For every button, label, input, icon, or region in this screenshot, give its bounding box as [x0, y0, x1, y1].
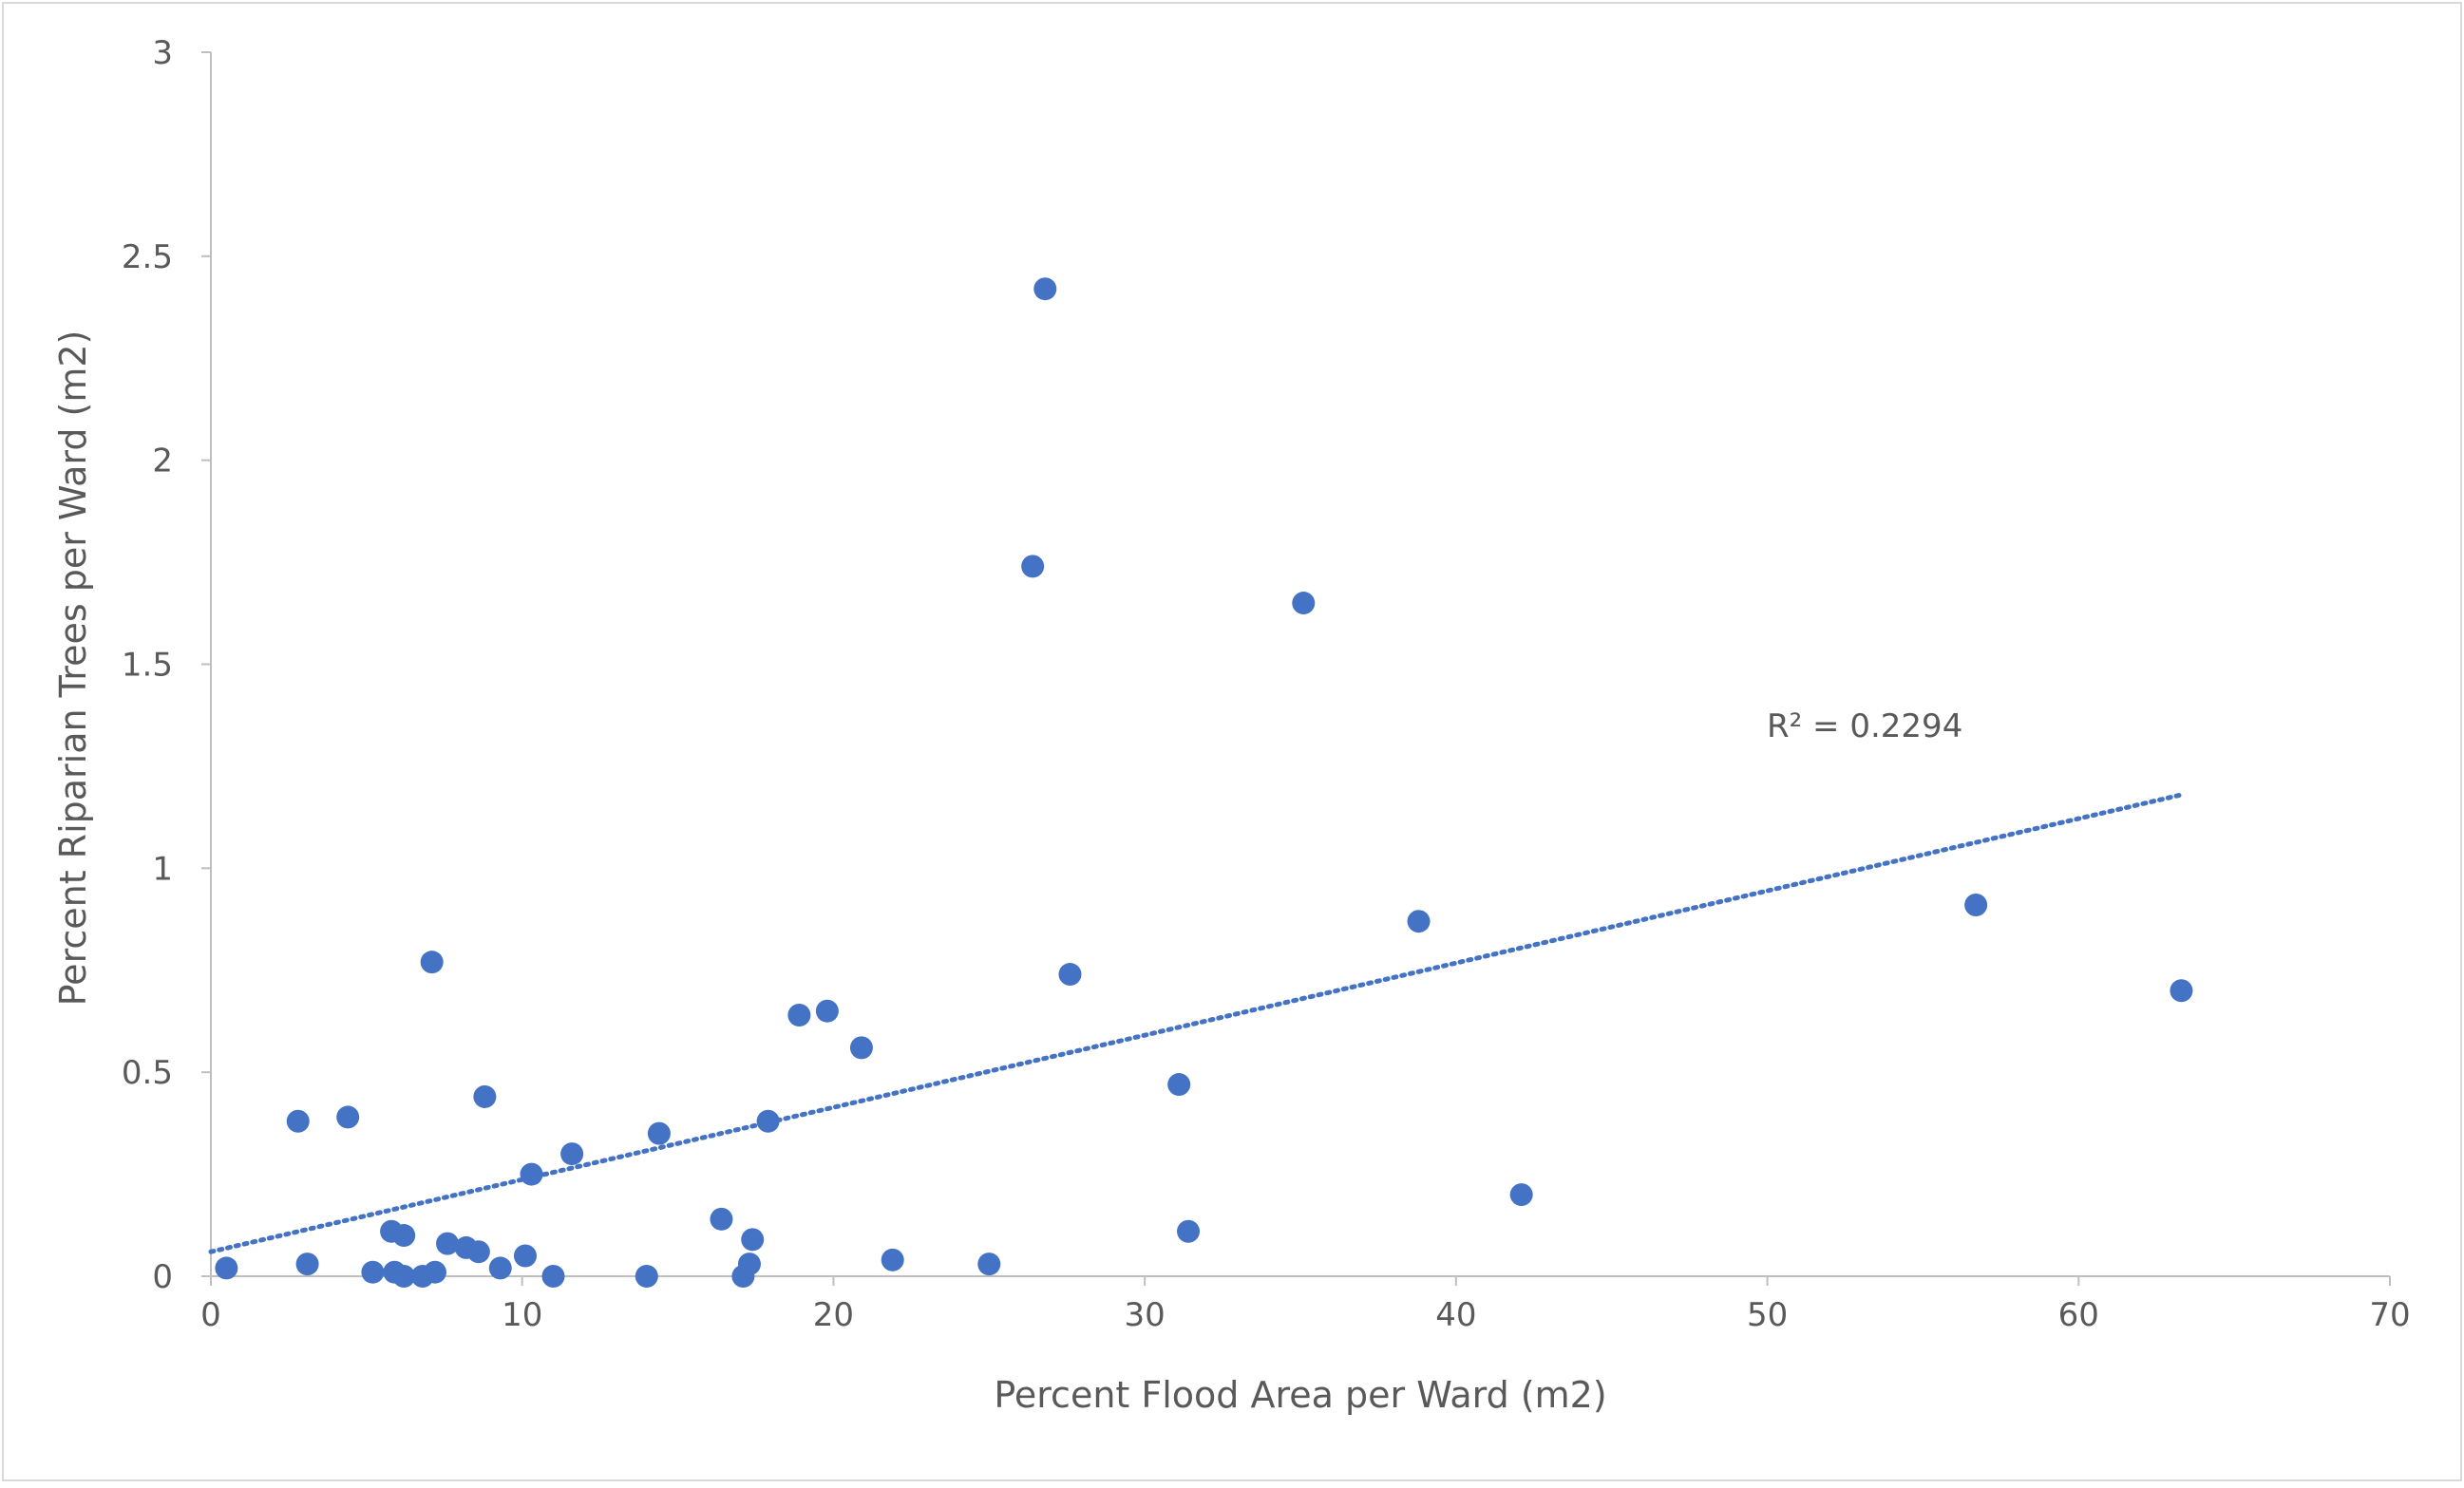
- y-axis-title: Percent Riparian Trees per Ward (m2): [52, 330, 94, 1007]
- scatter-point: [520, 1162, 543, 1186]
- axes: [201, 51, 2391, 1286]
- x-tick-label: 40: [1435, 1296, 1476, 1334]
- scatter-point: [286, 1109, 310, 1133]
- scatter-point: [336, 1105, 360, 1129]
- scatter-point: [560, 1142, 584, 1166]
- scatter-point: [392, 1224, 416, 1248]
- x-tick-label: 20: [813, 1296, 854, 1334]
- y-tick-label: 3: [152, 34, 173, 72]
- r-squared-annotation: R² = 0.2294: [1767, 707, 1962, 745]
- scatter-point: [881, 1248, 904, 1271]
- x-tick-label: 0: [200, 1296, 221, 1334]
- y-tick-label: 2: [152, 443, 173, 480]
- x-tick-label: 30: [1125, 1296, 1166, 1334]
- data-points: [215, 277, 2193, 1288]
- y-tick-label: 1: [152, 850, 173, 888]
- scatter-point: [436, 1232, 460, 1255]
- scatter-point: [1177, 1219, 1201, 1243]
- scatter-point: [473, 1084, 497, 1108]
- scatter-point: [1509, 1183, 1533, 1207]
- x-axis-title: Percent Flood Area per Ward (m2): [994, 1374, 1606, 1416]
- x-tick-label: 50: [1747, 1296, 1788, 1334]
- scatter-point: [647, 1121, 671, 1145]
- scatter-point: [2170, 979, 2193, 1003]
- scatter-point: [1292, 592, 1316, 615]
- axis-labels: 0 10 20 30 40 50 60 70 0 0.5 1 1.5 2 2.5 3: [122, 34, 2411, 1334]
- scatter-point: [215, 1256, 238, 1280]
- scatter-point: [1167, 1073, 1191, 1097]
- scatter-point: [1407, 910, 1431, 933]
- scatter-point: [737, 1253, 761, 1276]
- scatter-point: [1058, 963, 1082, 987]
- scatter-point: [787, 1004, 811, 1027]
- y-tick-label: 2.5: [122, 238, 173, 276]
- y-tick-label: 0.5: [122, 1054, 173, 1092]
- scatter-point: [488, 1256, 512, 1280]
- scatter-point: [423, 1260, 446, 1284]
- y-tick-label: 0: [152, 1258, 173, 1296]
- scatter-point: [710, 1207, 733, 1231]
- scatter-point: [361, 1260, 385, 1284]
- scatter-point: [1964, 894, 1988, 917]
- scatter-point: [541, 1265, 565, 1288]
- scatter-point: [513, 1244, 537, 1268]
- scatter-point: [420, 951, 444, 974]
- scatter-point: [1033, 277, 1057, 301]
- scatter-point: [815, 999, 839, 1023]
- scatter-point: [849, 1036, 873, 1060]
- scatter-point: [1021, 555, 1045, 578]
- scatter-point: [635, 1265, 658, 1288]
- scatter-point: [756, 1109, 780, 1133]
- scatter-point: [392, 1265, 416, 1288]
- x-tick-label: 70: [2369, 1296, 2410, 1334]
- scatter-point: [466, 1240, 490, 1264]
- x-tick-label: 60: [2058, 1296, 2099, 1334]
- scatter-point: [741, 1228, 765, 1252]
- scatter-point: [295, 1253, 319, 1276]
- x-tick-label: 10: [502, 1296, 542, 1334]
- y-tick-label: 1.5: [122, 647, 173, 685]
- scatter-point: [977, 1253, 1001, 1276]
